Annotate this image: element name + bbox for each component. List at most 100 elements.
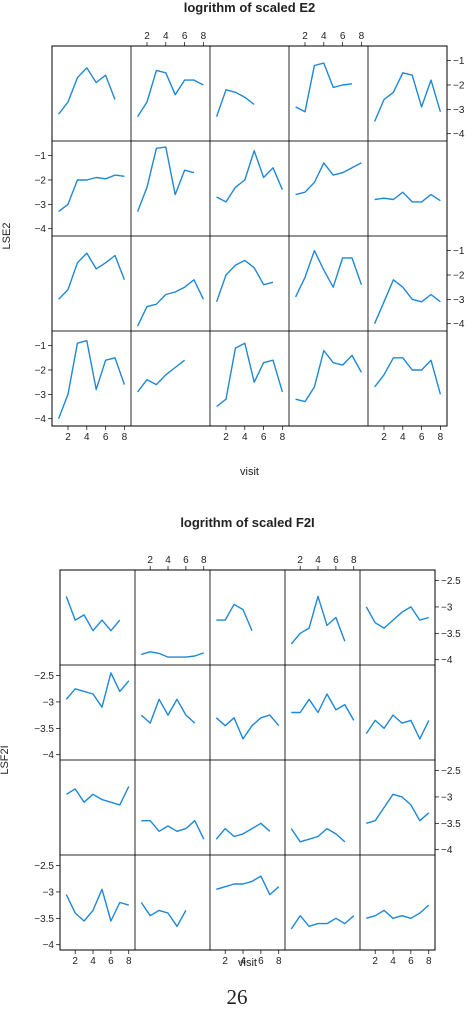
series-line xyxy=(137,69,204,117)
x-tick-label: 6 xyxy=(108,956,114,967)
y-tick-label: −2 xyxy=(35,365,47,376)
chart-frame xyxy=(51,45,448,427)
y-tick-label: −1 xyxy=(35,151,47,162)
series-line xyxy=(58,174,125,213)
x-tick-label: 2 xyxy=(372,956,378,967)
y-tick-label: −2 xyxy=(453,80,465,91)
panel-frame xyxy=(51,330,132,427)
panel-frame xyxy=(209,45,290,142)
y-tick-label: −2.5 xyxy=(34,671,54,682)
x-tick-label: 2 xyxy=(72,956,78,967)
series-line xyxy=(216,603,253,631)
panel xyxy=(288,140,369,237)
y-tick-label: −4 xyxy=(43,940,55,951)
y-tick-label: −3 xyxy=(35,200,47,211)
y-tick-label: −3 xyxy=(43,697,55,708)
y-tick-label: −2 xyxy=(453,270,465,281)
x-tick-label: 8 xyxy=(126,956,132,967)
panel xyxy=(134,854,211,951)
panel xyxy=(51,330,132,427)
x-tick-label: 4 xyxy=(321,31,327,42)
panel xyxy=(209,759,286,856)
x-tick-label: 8 xyxy=(201,31,207,42)
y-tick-label: −3.5 xyxy=(34,914,54,925)
panel-frame xyxy=(209,569,286,666)
series-line xyxy=(291,693,355,721)
series-line xyxy=(65,786,130,806)
series-line xyxy=(141,651,205,658)
y-tick-label: −1 xyxy=(453,246,465,257)
series-line xyxy=(140,698,196,724)
y-tick-label: −4 xyxy=(453,129,465,140)
x-tick-label: 8 xyxy=(351,555,357,566)
y-tick-label: −3.5 xyxy=(441,629,461,640)
series-line xyxy=(136,279,205,327)
panel-frame xyxy=(51,235,132,332)
x-tick-label: 6 xyxy=(408,956,414,967)
panel xyxy=(59,759,136,856)
x-tick-label: 4 xyxy=(163,31,169,42)
x-tick-label: 4 xyxy=(315,555,321,566)
panel xyxy=(130,45,211,142)
panel-frame xyxy=(209,140,290,237)
x-tick-label: 4 xyxy=(390,956,396,967)
panel xyxy=(59,854,136,951)
series-line xyxy=(366,904,430,919)
x-tick-label: 8 xyxy=(359,31,365,42)
panel-frame xyxy=(59,569,136,666)
panel xyxy=(134,664,211,761)
y-tick-label: −4 xyxy=(35,414,47,425)
series-line xyxy=(140,902,187,927)
panel xyxy=(209,330,290,427)
chart-1: logrithm of scaled E2 2 4 6 8 2 4 6 8 2 4 6 8 2 4 6 8 2 4 6… xyxy=(1,0,465,478)
panel-frame xyxy=(209,854,286,951)
y-tick-label: −2.5 xyxy=(34,861,54,872)
series-line xyxy=(215,89,255,117)
y-tick-label: −4 xyxy=(441,845,453,856)
series-line xyxy=(137,359,186,393)
x-tick-label: 4 xyxy=(242,432,248,443)
series-line xyxy=(295,349,363,403)
panel xyxy=(130,330,211,427)
series-line xyxy=(58,252,126,300)
x-tick-label: 8 xyxy=(426,956,432,967)
series-line xyxy=(294,249,363,298)
series-line xyxy=(374,357,442,395)
panel-frame xyxy=(130,330,211,427)
x-tick-label: 6 xyxy=(340,31,346,42)
panel-frame xyxy=(367,140,448,237)
panel xyxy=(288,45,369,142)
panel-frame xyxy=(59,854,136,951)
panel xyxy=(288,330,369,427)
panel xyxy=(51,235,132,332)
series-line xyxy=(295,62,353,113)
x-tick-label: 8 xyxy=(122,432,128,443)
panel-frame xyxy=(367,330,448,427)
panel xyxy=(59,664,136,761)
x-tick-label: 6 xyxy=(419,432,425,443)
y-tick-label: −1 xyxy=(35,341,47,352)
x-tick-label: 8 xyxy=(276,956,282,967)
x-tick-label: 2 xyxy=(302,31,308,42)
panel xyxy=(59,569,136,666)
panel xyxy=(359,664,436,761)
y-tick-label: −3 xyxy=(35,390,47,401)
panel xyxy=(134,759,211,856)
x-tick-label: 2 xyxy=(381,432,387,443)
panel xyxy=(130,235,211,332)
panel-frame xyxy=(130,140,211,237)
x-tick-label: 2 xyxy=(222,956,228,967)
series-line xyxy=(365,606,429,629)
series-line xyxy=(216,875,280,896)
panel-frame xyxy=(51,140,132,237)
x-tick-label: 6 xyxy=(258,956,264,967)
panel xyxy=(130,140,211,237)
y-tick-label: −2.5 xyxy=(441,576,461,587)
series-line xyxy=(58,67,116,115)
panel-frame xyxy=(209,330,290,427)
panel xyxy=(367,140,448,237)
series-line xyxy=(216,150,284,203)
panel xyxy=(209,854,286,951)
y-tick-label: −2 xyxy=(35,175,47,186)
